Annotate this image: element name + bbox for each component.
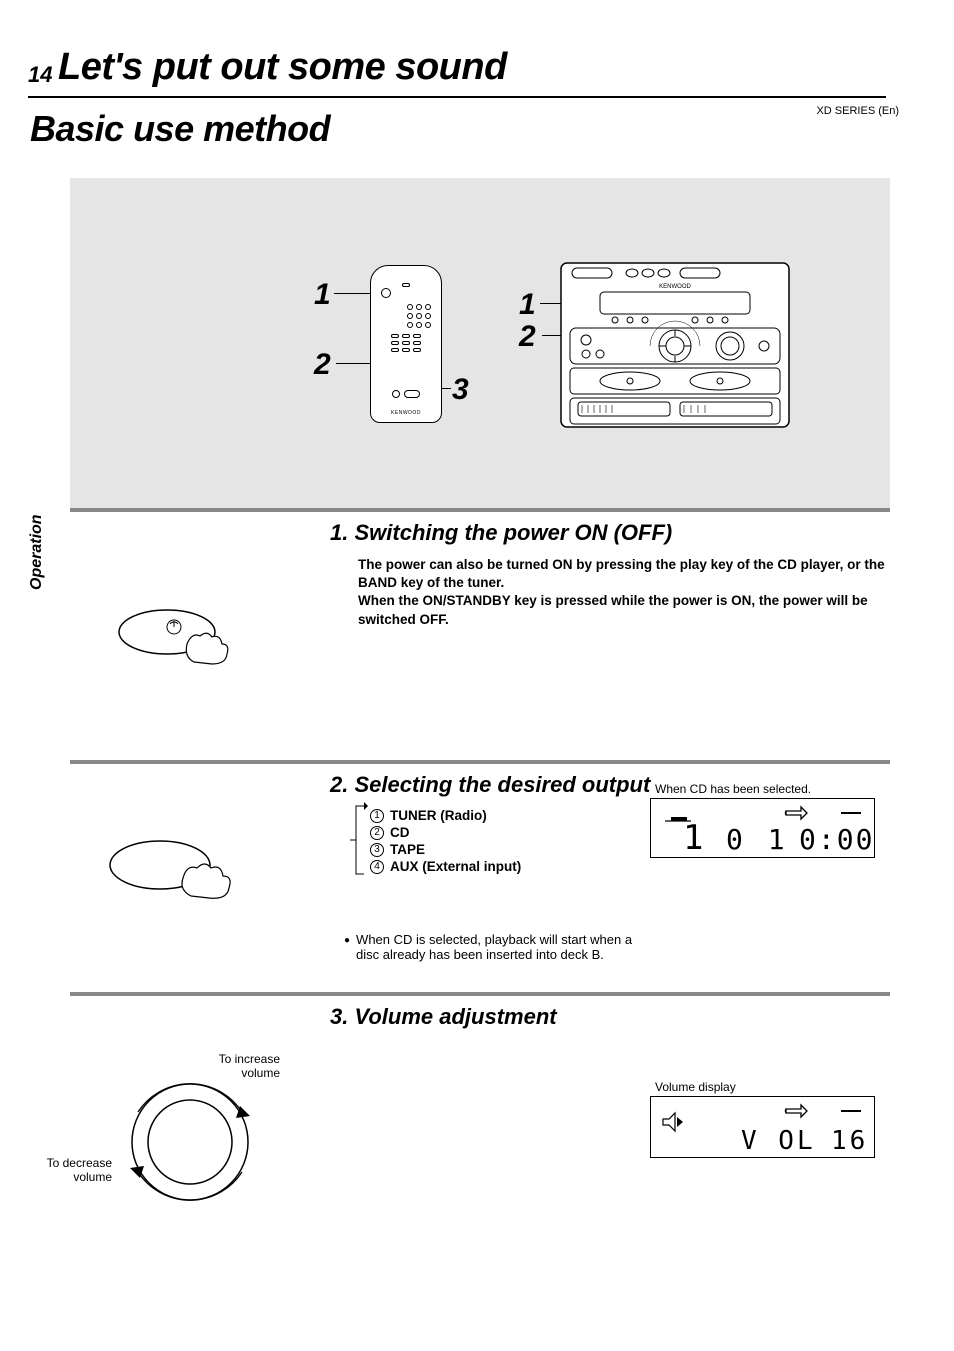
svg-text:0 1: 0 1 — [726, 823, 789, 856]
callout-line — [334, 293, 370, 294]
section-1-body-1: The power can also be turned ON by press… — [358, 556, 888, 592]
remote-brand: KENWOOD — [371, 410, 441, 416]
device-diagram: 1 2 3 KENWOOD 1 2 3 — [70, 190, 890, 490]
section-1-body-2: When the ON/STANDBY key is pressed while… — [358, 592, 888, 628]
section-2-title: Selecting the desired output — [354, 772, 650, 797]
svg-text:16: 16 — [831, 1126, 868, 1156]
remote-callout-2: 2 — [314, 348, 331, 382]
output-label-3: TAPE — [390, 842, 425, 857]
section-2-note: ● When CD is selected, playback will sta… — [344, 932, 634, 962]
display-caption-cd: When CD has been selected. — [655, 782, 811, 796]
stereo-callout-2: 2 — [519, 320, 536, 354]
remote-callout-3: 3 — [452, 373, 469, 407]
output-num-4: 4 — [370, 860, 384, 874]
cycle-bracket-icon — [350, 802, 370, 882]
side-section-label: Operation — [28, 514, 46, 590]
output-num-1: 1 — [370, 809, 384, 823]
svg-text:KENWOOD: KENWOOD — [659, 284, 691, 290]
stereo-unit-illustration: KENWOOD — [560, 262, 790, 430]
section-1-title: Switching the power ON (OFF) — [354, 520, 672, 545]
section-divider-1 — [70, 508, 890, 512]
section-3-num: 3. — [330, 1004, 348, 1029]
section-1-heading: 1. Switching the power ON (OFF) — [330, 520, 890, 546]
remote-control-illustration: KENWOOD — [370, 265, 442, 423]
section-2-note-text: When CD is selected, playback will start… — [356, 932, 634, 962]
section-3-heading: 3. Volume adjustment — [330, 1004, 890, 1030]
output-label-4: AUX (External input) — [390, 859, 521, 874]
display-caption-volume: Volume display — [655, 1080, 736, 1094]
page-title-main: Let's put out some sound — [58, 46, 507, 89]
section-divider-3 — [70, 992, 890, 996]
hand-press-icon-2 — [105, 830, 245, 910]
title-divider — [28, 96, 886, 98]
series-label: XD SERIES (En) — [816, 105, 899, 117]
stereo-callout-1: 1 — [519, 288, 536, 322]
page-title-sub: Basic use method — [30, 108, 330, 150]
page-number: 14 — [28, 62, 52, 88]
section-1-num: 1. — [330, 520, 348, 545]
svg-text:1: 1 — [683, 818, 704, 858]
lcd-display-cd: 1 0 1 0:00 — [650, 798, 875, 858]
hand-press-icon — [112, 602, 252, 682]
output-label-2: CD — [390, 825, 410, 840]
svg-text:0:00: 0:00 — [799, 823, 874, 856]
remote-callout-1: 1 — [314, 278, 331, 312]
callout-line — [336, 363, 370, 364]
output-num-3: 3 — [370, 843, 384, 857]
section-3-title: Volume adjustment — [354, 1004, 556, 1029]
lcd-display-volume: V OL 16 — [650, 1096, 875, 1158]
output-label-1: TUNER (Radio) — [390, 808, 487, 823]
output-num-2: 2 — [370, 826, 384, 840]
svg-text:V OL: V OL — [741, 1126, 816, 1156]
volume-dial-illustration — [100, 1062, 280, 1222]
section-2-num: 2. — [330, 772, 348, 797]
section-volume: 3. Volume adjustment — [70, 1004, 890, 1040]
section-divider-2 — [70, 760, 890, 764]
